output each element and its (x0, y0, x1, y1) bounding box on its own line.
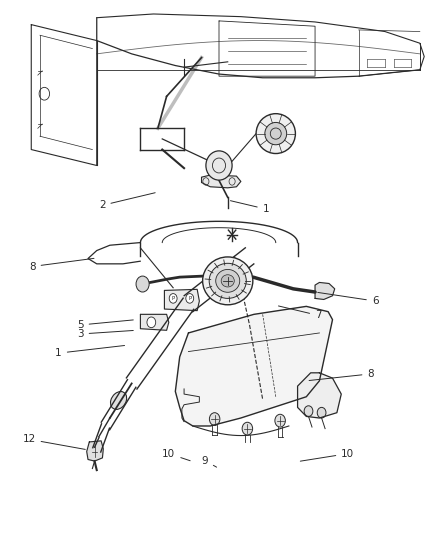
Text: 8: 8 (309, 369, 374, 381)
Ellipse shape (216, 269, 240, 292)
Text: 10: 10 (300, 449, 354, 461)
Text: 3: 3 (77, 329, 133, 339)
Polygon shape (175, 306, 332, 426)
Ellipse shape (221, 274, 234, 287)
Circle shape (242, 422, 253, 435)
Circle shape (304, 406, 313, 416)
Text: 10: 10 (162, 449, 190, 461)
Circle shape (136, 276, 149, 292)
Polygon shape (315, 282, 335, 300)
Text: 9: 9 (201, 456, 216, 467)
Text: P: P (188, 296, 191, 301)
Text: 2: 2 (99, 193, 155, 211)
Text: P: P (172, 296, 175, 301)
Ellipse shape (206, 151, 232, 180)
Ellipse shape (265, 123, 287, 145)
Text: 12: 12 (22, 434, 85, 449)
Circle shape (209, 413, 220, 425)
Text: 5: 5 (77, 320, 133, 330)
Text: 7: 7 (279, 306, 321, 320)
Ellipse shape (203, 257, 253, 305)
Text: 1: 1 (230, 201, 269, 214)
Polygon shape (201, 175, 241, 188)
Ellipse shape (209, 263, 246, 298)
Circle shape (317, 407, 326, 418)
Text: 8: 8 (29, 259, 94, 271)
Text: 1: 1 (55, 345, 124, 358)
Circle shape (186, 294, 194, 303)
Polygon shape (297, 373, 341, 418)
Polygon shape (141, 314, 169, 330)
Text: 6: 6 (318, 293, 378, 306)
Polygon shape (87, 441, 103, 461)
Ellipse shape (110, 392, 127, 409)
Circle shape (147, 317, 155, 328)
Polygon shape (164, 289, 199, 311)
Circle shape (275, 414, 286, 427)
Circle shape (169, 294, 177, 303)
Ellipse shape (256, 114, 295, 154)
